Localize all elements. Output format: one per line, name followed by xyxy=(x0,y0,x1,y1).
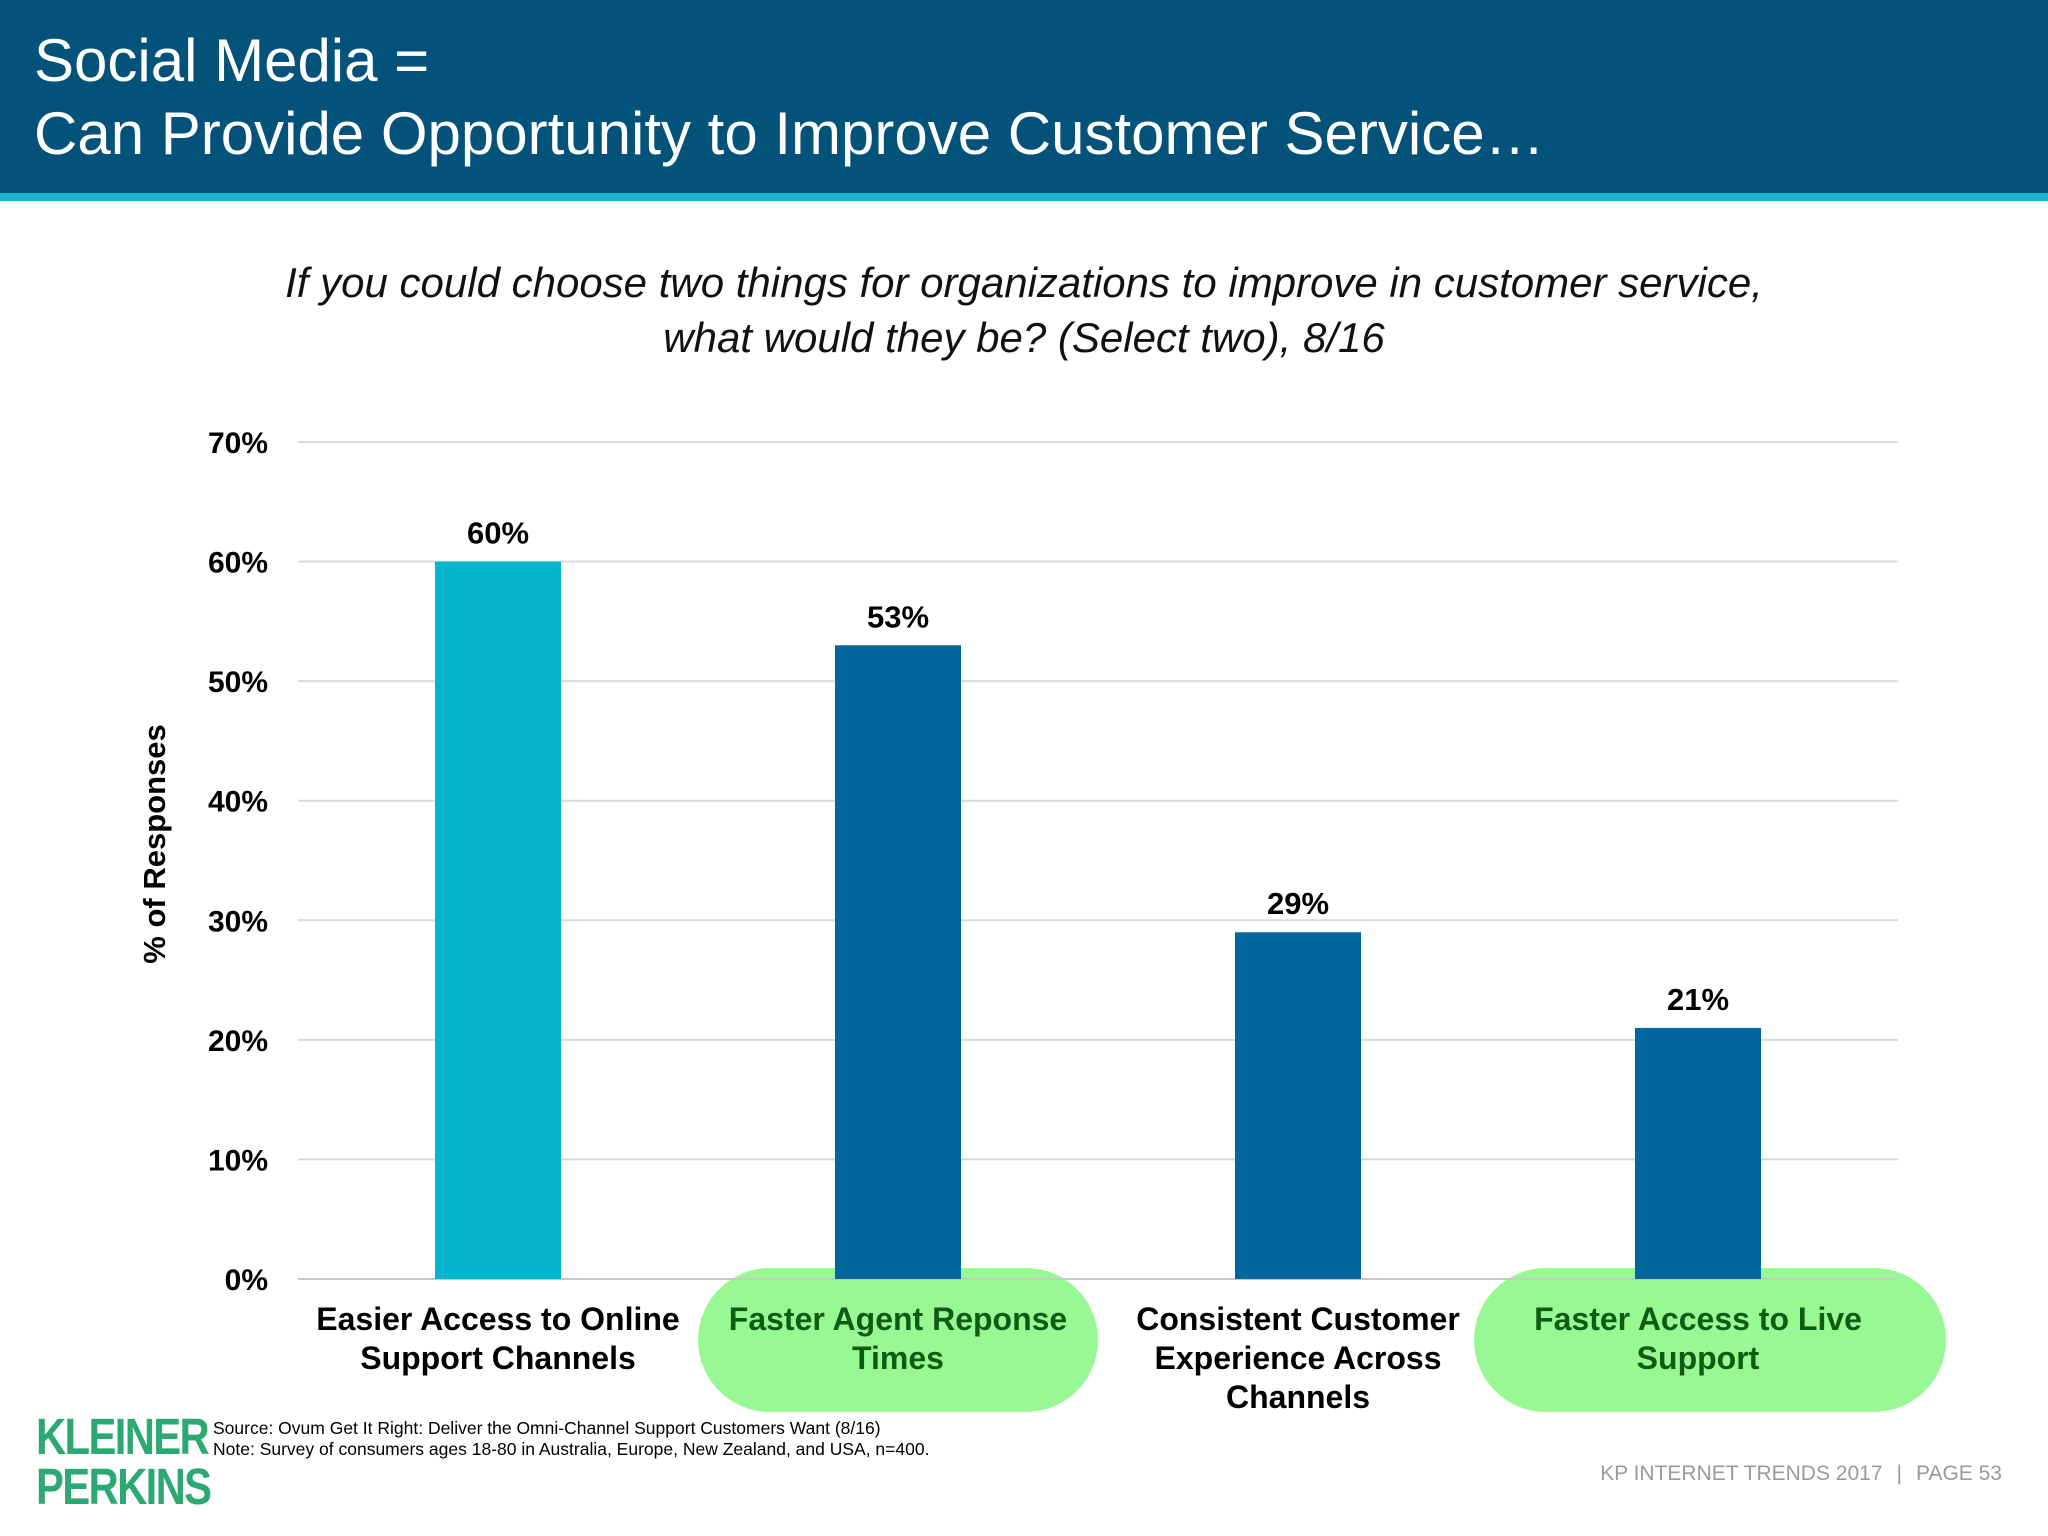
question-line-1: If you could choose two things for organ… xyxy=(285,259,1763,306)
data-label: 53% xyxy=(867,599,929,634)
data-label: 21% xyxy=(1667,982,1729,1017)
x-category-label: Consistent Customer xyxy=(1136,1301,1460,1337)
footer: KP INTERNET TRENDS 2017 | PAGE 53 xyxy=(1600,1462,2002,1486)
logo-line-1: KLEINER xyxy=(36,1408,210,1465)
chart-question: If you could choose two things for organ… xyxy=(0,255,2048,365)
logo-line-2: PERKINS xyxy=(36,1458,212,1515)
source-line: Source: Ovum Get It Right: Deliver the O… xyxy=(213,1418,881,1438)
header-rule xyxy=(0,193,2048,201)
footer-separator: | xyxy=(1896,1462,1902,1485)
x-category-label: Times xyxy=(852,1340,944,1376)
bar xyxy=(1635,1027,1761,1279)
y-tick-label: 50% xyxy=(208,666,268,699)
y-tick-label: 60% xyxy=(208,547,268,580)
title-line-1: Social Media = xyxy=(34,27,430,94)
slide-title: Social Media = Can Provide Opportunity t… xyxy=(34,24,1545,170)
y-axis-label: % of Responses xyxy=(137,724,172,963)
category-highlight xyxy=(698,1268,1098,1412)
y-tick-label: 10% xyxy=(208,1144,268,1177)
bar xyxy=(435,561,561,1279)
y-tick-label: 20% xyxy=(208,1025,268,1058)
x-category-label: Faster Agent Reponse xyxy=(729,1301,1067,1337)
x-category-label: Easier Access to Online xyxy=(316,1301,679,1337)
y-tick-label: 0% xyxy=(225,1264,268,1297)
x-category-label: Faster Access to Live xyxy=(1534,1301,1862,1337)
bar xyxy=(835,645,961,1279)
kleiner-perkins-logo: KLEINER PERKINS xyxy=(36,1408,212,1515)
y-tick-label: 40% xyxy=(208,786,268,819)
data-label: 29% xyxy=(1267,886,1329,921)
data-label: 60% xyxy=(467,516,529,551)
question-line-2: what would they be? (Select two), 8/16 xyxy=(663,314,1385,361)
title-line-2: Can Provide Opportunity to Improve Custo… xyxy=(34,100,1545,167)
footer-report-name: KP INTERNET TRENDS 2017 xyxy=(1600,1462,1883,1485)
bar xyxy=(1235,932,1361,1279)
y-tick-label: 30% xyxy=(208,905,268,938)
x-category-label: Support Channels xyxy=(360,1340,636,1376)
category-highlight xyxy=(1474,1268,1946,1412)
x-category-label: Experience Across xyxy=(1155,1340,1442,1376)
x-category-label: Support xyxy=(1637,1340,1760,1376)
note-line: Note: Survey of consumers ages 18-80 in … xyxy=(213,1439,930,1459)
header-bar xyxy=(0,0,2048,193)
source-note: Source: Ovum Get It Right: Deliver the O… xyxy=(213,1418,929,1460)
footer-page-number: PAGE 53 xyxy=(1916,1462,2002,1485)
y-tick-label: 70% xyxy=(208,427,268,460)
x-category-label: Channels xyxy=(1226,1379,1370,1415)
